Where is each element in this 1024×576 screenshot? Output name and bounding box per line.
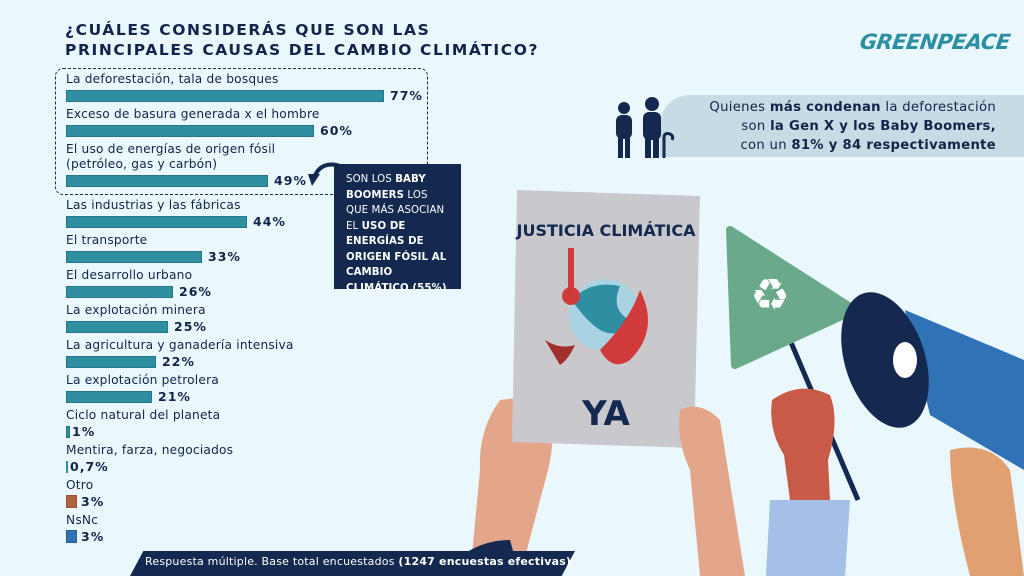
justicia-climatica-sign: JUSTICIA CLIMÁTICA YA <box>512 190 700 448</box>
bar <box>66 425 70 438</box>
chart-row: La agricultura y ganadería intensiva 22% <box>66 338 446 369</box>
generation-text: Quienes más condenan la deforestación so… <box>709 100 996 153</box>
bar-value: 49% <box>274 173 307 188</box>
chart-row: El transporte 33% <box>66 233 446 264</box>
bar-value: 33% <box>208 249 241 264</box>
row-label: La explotación petrolera <box>66 373 219 387</box>
svg-text:JUSTICIA CLIMÁTICA: JUSTICIA CLIMÁTICA <box>516 221 697 240</box>
svg-text:YA: YA <box>581 394 630 434</box>
row-label: El desarrollo urbano <box>66 268 193 282</box>
row-label: La agricultura y ganadería intensiva <box>66 338 294 352</box>
bar <box>66 355 156 368</box>
chart-row: La explotación minera 25% <box>66 303 446 334</box>
row-label: El transporte <box>66 233 148 247</box>
bar <box>66 495 77 508</box>
bar-value: 44% <box>253 214 286 229</box>
title-line-2: PRINCIPALES CAUSAS DEL CAMBIO CLIMÁTICO? <box>65 41 540 59</box>
chart-row: Otro 3% <box>66 478 446 509</box>
footer-note-band <box>130 551 575 576</box>
chart-row: El uso de energías de origen fósil (petr… <box>66 142 446 188</box>
bar-value: 60% <box>320 123 353 138</box>
greenpeace-logo: GREENPEACE <box>858 30 1012 54</box>
svg-text:♻: ♻ <box>750 270 789 321</box>
bar-value: 0,7% <box>70 459 109 474</box>
row-label: Ciclo natural del planeta <box>66 408 221 422</box>
elderly-people-icon <box>616 97 675 158</box>
megaphone-icon <box>841 292 1024 576</box>
bar <box>66 124 314 137</box>
chart-row: Las industrias y las fábricas 44% <box>66 198 446 229</box>
bar-chart: La deforestación, tala de bosques 77% Ex… <box>66 72 446 548</box>
row-label: Las industrias y las fábricas <box>66 198 241 212</box>
chart-row: Exceso de basura generada x el hombre 60… <box>66 107 446 138</box>
page-title: ¿CUÁLES CONSIDERÁS QUE SON LAS PRINCIPAL… <box>65 20 539 60</box>
bar <box>66 250 202 263</box>
bar-value: 77% <box>390 88 423 103</box>
bar <box>66 89 384 102</box>
chart-row: El desarrollo urbano 26% <box>66 268 446 299</box>
chart-row: La deforestación, tala de bosques 77% <box>66 72 446 103</box>
row-label: Otro <box>66 478 94 492</box>
chart-row: NsNc 3% <box>66 513 446 544</box>
title-line-1: ¿CUÁLES CONSIDERÁS QUE SON LAS <box>65 21 431 39</box>
bar <box>66 390 152 403</box>
bar <box>66 285 173 298</box>
bar <box>66 320 168 333</box>
row-label: El uso de energías de origen fósil (petr… <box>66 142 276 171</box>
bar <box>66 460 68 473</box>
bar-value: 1% <box>72 424 96 439</box>
row-label: La deforestación, tala de bosques <box>66 72 279 86</box>
chart-row: Ciclo natural del planeta 1% <box>66 408 446 439</box>
baby-boomers-callout: SON LOS BABY BOOMERS LOS QUE MÁS ASOCIAN… <box>334 164 461 294</box>
footer-note: Respuesta múltiple. Base total encuestad… <box>145 555 572 568</box>
row-label: Mentira, farza, negociados <box>66 443 234 457</box>
bar-value: 26% <box>179 284 212 299</box>
bar <box>66 215 247 228</box>
row-label: La explotación minera <box>66 303 206 317</box>
row-label: NsNc <box>66 513 99 527</box>
highlight-box <box>55 68 428 195</box>
chart-row: La explotación petrolera 21% <box>66 373 446 404</box>
bar <box>66 174 268 187</box>
bar <box>66 530 77 543</box>
protest-illustration: JUSTICIA CLIMÁTICA YA ♻ <box>440 190 1024 576</box>
chart-row: Mentira, farza, negociados 0,7% <box>66 443 446 474</box>
bar-value: 25% <box>174 319 207 334</box>
row-label: Exceso de basura generada x el hombre <box>66 107 320 121</box>
bar-value: 22% <box>162 354 195 369</box>
bar-value: 3% <box>81 529 105 544</box>
generation-banner <box>660 95 1024 157</box>
recycling-sign: ♻ <box>726 226 861 501</box>
bar-value: 3% <box>81 494 105 509</box>
bar-value: 21% <box>158 389 191 404</box>
